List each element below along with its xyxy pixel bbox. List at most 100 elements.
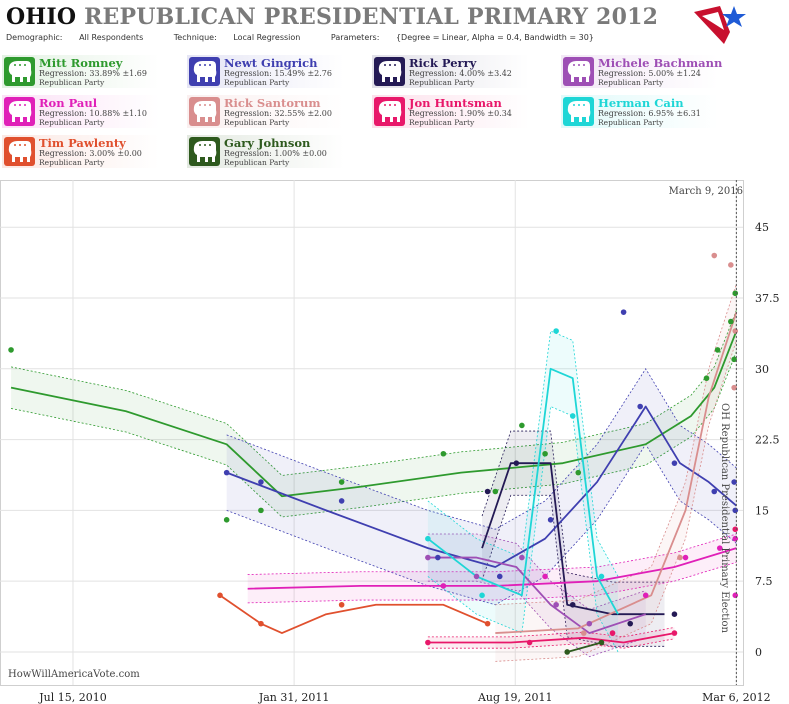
candidate-name: Mitt Romney (39, 56, 123, 70)
y-tick-label: 22.5 (755, 434, 780, 447)
y-tick-label: 30 (755, 363, 769, 376)
poll-point (637, 403, 643, 410)
candidate-regression: Regression: 32.55% ±2.00 (224, 109, 332, 118)
band-lower (10, 351, 737, 518)
candidate-name: Rick Santorum (224, 96, 321, 110)
poll-point (731, 479, 737, 485)
poll-point (440, 450, 447, 457)
poll-point (716, 545, 723, 551)
elephant-icon (374, 57, 405, 86)
candidate-card[interactable]: Tim Pawlenty Regression: 3.00% ±0.00 Repub… (2, 135, 187, 168)
poll-point (711, 252, 718, 259)
subtitle-bar: Demographic: All Respondents Technique: … (6, 33, 622, 42)
band-lower (427, 405, 619, 653)
chart-title: OHIO REPUBLICAN PRESIDENTIAL PRIMARY 201… (6, 4, 658, 30)
candidate-party: Republican Party (409, 78, 475, 87)
poll-point (338, 479, 345, 485)
candidate-card[interactable]: Michele Bachmann Regression: 5.00% ±1.24 R… (561, 55, 746, 88)
candidate-legend: Mitt Romney Regression: 33.89% ±1.69 Repub… (0, 55, 750, 175)
poll-point (580, 630, 587, 636)
candidate-card[interactable]: Ron Paul Regression: 10.88% ±1.10 Republic… (2, 95, 187, 128)
candidate-name: Jon Huntsman (409, 96, 502, 110)
candidate-card[interactable]: Newt Gingrich Regression: 15.49% ±2.76 Rep… (187, 55, 372, 88)
poll-point (217, 592, 223, 599)
elephant-icon (189, 97, 220, 126)
y-tick-label: 37.5 (755, 292, 780, 305)
candidate-name: Ron Paul (39, 96, 98, 110)
candidate-card[interactable]: Rick Santorum Regression: 32.55% ±2.00 Rep… (187, 95, 372, 128)
poll-point (473, 573, 480, 580)
poll-point (671, 611, 678, 618)
series-line (495, 311, 738, 634)
candidate-card[interactable]: Herman Cain Regression: 6.95% ±6.31 Republ… (561, 95, 746, 128)
candidate-regression: Regression: 10.88% ±1.10 (39, 109, 147, 118)
candidate-name: Herman Cain (598, 96, 684, 110)
x-tick-label: Jan 31, 2011 (258, 691, 330, 704)
parameters-label: Parameters: (330, 33, 380, 42)
candidate-name: Newt Gingrich (224, 56, 318, 70)
poll-point (553, 328, 559, 334)
chart-axes: 0 7.5 15 22.5 30 37.5 45 Jul 15, 2010 Jan 31, 20… (38, 180, 780, 704)
candidate-party: Republican Party (39, 118, 105, 127)
poll-point (435, 554, 441, 561)
y-tick-label: 45 (755, 221, 769, 234)
parameters-value: {Degree = Linear, Alpha = 0.4, Bandwidth… (395, 33, 594, 42)
elephant-icon (189, 57, 220, 86)
candidate-party: Republican Party (39, 158, 105, 167)
candidate-regression: Regression: 3.00% ±0.00 (39, 149, 142, 158)
poll-point (569, 413, 576, 419)
watermark: HowWillAmericaVote.com (8, 669, 140, 680)
elephant-icon (563, 57, 594, 86)
candidate-regression: Regression: 6.95% ±6.31 (598, 109, 701, 118)
candidate-card[interactable]: Rick Perry Regression: 4.00% ±3.42 Republi… (372, 55, 557, 88)
candidate-party: Republican Party (224, 158, 290, 167)
poll-point (711, 488, 718, 495)
candidate-card[interactable]: Gary Johnson Regression: 1.00% ±0.00 Repub… (187, 135, 372, 168)
poll-point (547, 517, 554, 523)
candidate-name: Tim Pawlenty (39, 136, 126, 150)
technique-label: Technique: (173, 33, 217, 42)
candidate-regression: Regression: 33.89% ±1.69 (39, 69, 147, 78)
series-line (566, 641, 602, 653)
candidate-card[interactable]: Mitt Romney Regression: 33.89% ±1.69 Repub… (2, 55, 187, 88)
poll-point (223, 517, 230, 523)
band-lower (427, 580, 646, 658)
poll-point (620, 309, 627, 315)
series-line (10, 330, 738, 498)
poll-point (542, 450, 548, 457)
candidate-party: Republican Party (224, 78, 290, 87)
poll-point (627, 620, 634, 627)
confidence-band (226, 368, 737, 605)
poll-point (598, 573, 605, 580)
demographic-value: All Respondents (79, 33, 144, 42)
poll-point (519, 422, 525, 429)
confidence-band (495, 283, 737, 662)
series-lines (10, 311, 738, 653)
x-tick-label: Aug 19, 2011 (477, 691, 553, 704)
poll-point (484, 620, 491, 627)
poll-point (598, 639, 605, 646)
poll-point (479, 592, 485, 599)
candidate-party: Republican Party (409, 118, 475, 127)
band-upper (226, 368, 737, 530)
poll-point (553, 601, 559, 608)
candidate-party: Republican Party (224, 118, 290, 127)
candidate-card[interactable]: Jon Huntsman Regression: 1.90% ±0.34 Repub… (372, 95, 557, 128)
series-line (481, 462, 665, 616)
poll-point (513, 460, 520, 466)
poll-point (338, 601, 345, 608)
band-lower (495, 340, 737, 662)
plot-frame (0, 180, 744, 686)
poll-point (732, 290, 739, 297)
band-upper (427, 330, 619, 577)
candidate-party: Republican Party (598, 78, 664, 87)
poll-point (8, 347, 14, 353)
candidate-name: Rick Perry (409, 56, 477, 70)
band-upper (481, 430, 665, 583)
poll-point (425, 639, 431, 646)
site-logo-icon (694, 6, 746, 44)
current-date-label: March 9, 2016 (669, 186, 743, 197)
band-lower (481, 494, 665, 647)
poll-points (8, 252, 739, 655)
title-rest: REPUBLICAN PRESIDENTIAL PRIMARY 2012 (84, 4, 659, 30)
